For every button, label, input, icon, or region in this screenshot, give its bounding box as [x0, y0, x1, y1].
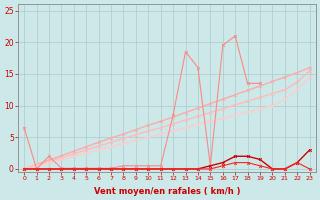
- X-axis label: Vent moyen/en rafales ( km/h ): Vent moyen/en rafales ( km/h ): [94, 187, 240, 196]
